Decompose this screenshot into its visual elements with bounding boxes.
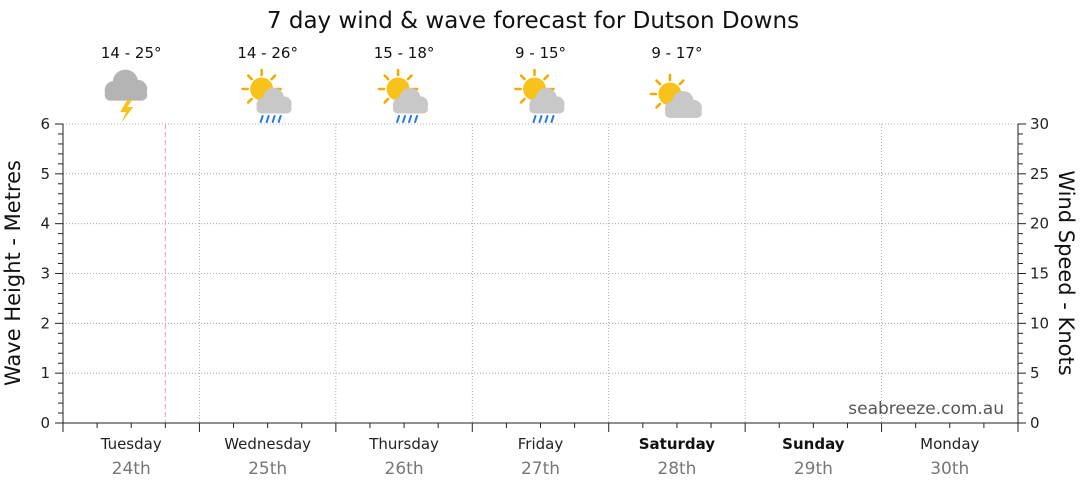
cloud-shape xyxy=(256,87,292,114)
right-tick-label: 10 xyxy=(1030,314,1049,332)
date-label-thursday: 26th xyxy=(385,459,424,479)
temperature-row: 14 - 25° 14 - 26° 15 - 18° 9 - 15° 9 - 17° xyxy=(101,44,703,62)
temp-range-wednesday: 14 - 26° xyxy=(237,44,298,62)
left-tick-label: 5 xyxy=(40,165,50,183)
right-tick-label: 25 xyxy=(1030,165,1049,183)
right-axis-label: Wind Speed - Knots xyxy=(1054,170,1078,375)
date-label-monday: 30th xyxy=(930,459,969,479)
day-label-thursday: Thursday xyxy=(368,435,439,453)
sun-cloud-rain-icon xyxy=(377,68,429,123)
date-label-sunday: 29th xyxy=(794,459,833,479)
temp-range-thursday: 15 - 18° xyxy=(374,44,435,62)
temp-range-tuesday: 14 - 25° xyxy=(101,44,162,62)
day-label-monday: Monday xyxy=(920,435,979,453)
date-label-friday: 27th xyxy=(521,459,560,479)
cloud-shape xyxy=(392,87,429,114)
left-tick-label: 2 xyxy=(40,314,50,332)
cloud-shape xyxy=(664,91,702,118)
right-tick-label: 30 xyxy=(1030,115,1049,133)
right-tick-label: 0 xyxy=(1030,414,1040,432)
rain-drops xyxy=(532,115,555,123)
storm-cloud-icon xyxy=(104,69,148,123)
left-axis: 0 1 2 3 4 5 6 xyxy=(40,115,64,432)
day-label-wednesday: Wednesday xyxy=(224,435,311,453)
day-label-saturday: Saturday xyxy=(639,435,716,453)
date-label-saturday: 28th xyxy=(657,459,696,479)
date-label-wednesday: 25th xyxy=(248,459,287,479)
left-tick-label: 4 xyxy=(40,215,50,233)
sun-cloud-rain-icon xyxy=(241,68,292,123)
left-tick-label: 3 xyxy=(40,265,50,283)
sun-cloud-icon xyxy=(649,73,702,118)
credit-text: seabreeze.com.au xyxy=(848,399,1004,419)
rain-drops xyxy=(396,115,419,123)
right-tick-label: 5 xyxy=(1030,364,1040,382)
temp-range-friday: 9 - 15° xyxy=(515,44,566,62)
right-tick-label: 15 xyxy=(1030,265,1049,283)
x-axis: Tuesday 24th Wednesday 25th Thursday 26th Frid… xyxy=(62,422,1019,479)
left-tick-label: 0 xyxy=(40,414,50,432)
left-tick-label: 1 xyxy=(40,364,50,382)
day-label-sunday: Sunday xyxy=(782,435,845,453)
day-label-friday: Friday xyxy=(518,435,564,453)
date-label-tuesday: 24th xyxy=(112,459,151,479)
sun-cloud-rain-icon xyxy=(514,68,565,123)
chart-title: 7 day wind & wave forecast for Dutson Do… xyxy=(267,8,799,34)
grid-lines xyxy=(63,123,1018,423)
lightning-bolt xyxy=(120,100,134,123)
left-tick-label: 6 xyxy=(40,115,50,133)
rain-drops xyxy=(259,115,282,123)
weather-icon-row xyxy=(104,68,702,123)
left-axis-label: Wave Height - Metres xyxy=(1,160,25,386)
cloud-shape xyxy=(529,87,565,114)
right-tick-label: 20 xyxy=(1030,215,1049,233)
day-label-tuesday: Tuesday xyxy=(100,435,162,453)
cloud-shape xyxy=(104,69,148,101)
temp-range-saturday: 9 - 17° xyxy=(651,44,702,62)
right-axis: 0 5 10 15 20 25 30 xyxy=(1017,115,1049,432)
